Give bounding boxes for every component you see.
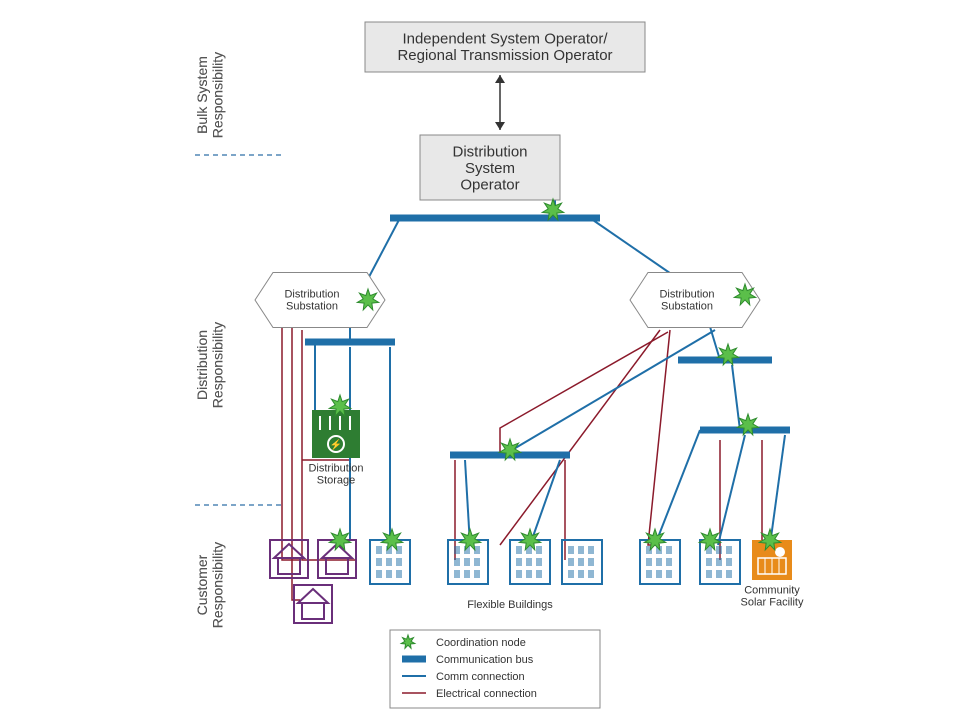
- svg-text:Independent System Operator/Re: Independent System Operator/Regional Tra…: [397, 30, 612, 64]
- canvas: [0, 0, 960, 720]
- legend-item: Electrical connection: [436, 688, 537, 700]
- svg-text:CommunitySolar Facility: CommunitySolar Facility: [741, 584, 804, 608]
- legend-item: Coordination node: [436, 637, 526, 649]
- side-label: Bulk SystemResponsibility: [194, 52, 225, 138]
- side-label: CustomerResponsibility: [194, 542, 225, 628]
- svg-text:DistributionSubstation: DistributionSubstation: [284, 288, 339, 312]
- svg-text:DistributionStorage: DistributionStorage: [308, 462, 363, 486]
- legend-item: Comm connection: [436, 671, 525, 683]
- side-label: DistributionResponsibility: [194, 322, 225, 408]
- svg-text:Flexible Buildings: Flexible Buildings: [467, 599, 553, 611]
- svg-text:⚡: ⚡: [330, 438, 342, 451]
- svg-text:DistributionSubstation: DistributionSubstation: [659, 288, 714, 312]
- legend-item: Communication bus: [436, 654, 534, 666]
